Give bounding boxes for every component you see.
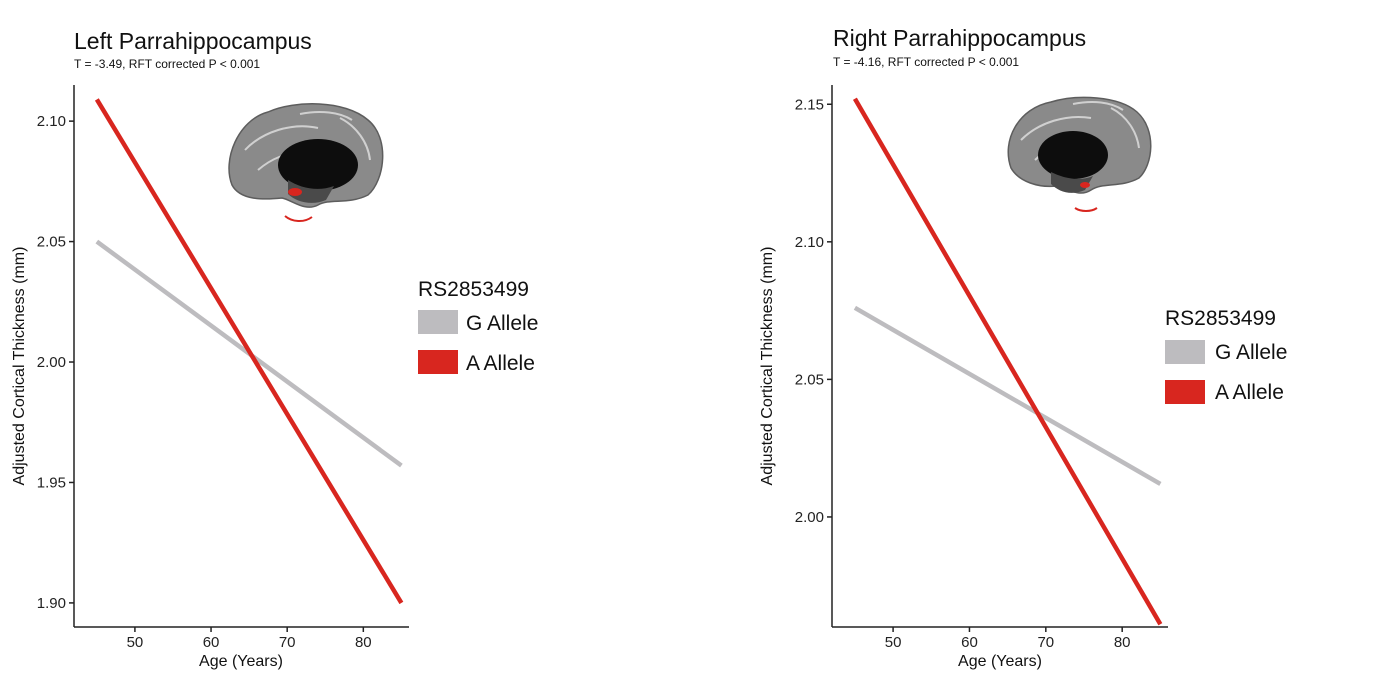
chart-title: Right Parrahippocampus <box>833 25 1086 51</box>
y-tick-label: 2.10 <box>37 113 66 130</box>
legend-title: RS2853499 <box>418 278 529 301</box>
y-tick-label: 2.15 <box>795 96 824 113</box>
x-tick-label: 60 <box>961 634 978 651</box>
chart-subtitle: T = -3.49, RFT corrected P < 0.001 <box>74 57 260 71</box>
x-tick-label: 50 <box>127 634 144 651</box>
brain-image <box>228 103 384 222</box>
chart-title: Left Parrahippocampus <box>74 28 312 54</box>
chart-left-svg: Left Parrahippocampus T = -3.49, RFT cor… <box>11 28 538 670</box>
x-axis-label: Age (Years) <box>958 653 1042 670</box>
legend-swatch <box>418 310 458 334</box>
legend-label: G Allele <box>1215 341 1287 364</box>
y-tick-label: 2.05 <box>795 371 824 388</box>
y-tick-label: 2.00 <box>795 509 824 526</box>
legend: RS2853499 G Allele A Allele <box>418 278 538 375</box>
legend-title: RS2853499 <box>1165 307 1276 330</box>
y-tick-label: 1.95 <box>37 474 66 491</box>
series-line-a-allele <box>94 98 404 605</box>
y-axis-label: Adjusted Cortical Thickness (mm) <box>759 247 776 486</box>
y-axis-label: Adjusted Cortical Thickness (mm) <box>11 247 28 486</box>
y-tick-label: 2.05 <box>37 234 66 251</box>
legend-swatch <box>1165 380 1205 404</box>
legend-label: A Allele <box>466 352 535 375</box>
x-tick-label: 70 <box>1037 634 1054 651</box>
y-tick-label: 1.90 <box>37 595 66 612</box>
plot-area: 50 60 70 80 1.90 1.95 2.00 2.05 2.10 <box>37 85 409 651</box>
chart-right-svg: Right Parrahippocampus T = -4.16, RFT co… <box>759 25 1287 670</box>
series-line-g-allele <box>853 305 1162 486</box>
plot-area: 50 60 70 80 2.00 2.05 2.10 2.15 <box>795 85 1168 651</box>
chart-subtitle: T = -4.16, RFT corrected P < 0.001 <box>833 55 1019 69</box>
y-tick-label: 2.10 <box>795 234 824 251</box>
x-tick-label: 60 <box>203 634 220 651</box>
legend-swatch <box>418 350 458 374</box>
x-tick-label: 80 <box>355 634 372 651</box>
x-axis-label: Age (Years) <box>199 653 283 670</box>
brain-image <box>1007 96 1152 212</box>
chart-panel-right: Right Parrahippocampus T = -4.16, RFT co… <box>689 0 1378 699</box>
legend-swatch <box>1165 340 1205 364</box>
legend-label: G Allele <box>466 312 538 335</box>
y-tick-label: 2.00 <box>37 354 66 371</box>
series-line-a-allele <box>852 97 1163 626</box>
legend-label: A Allele <box>1215 381 1284 404</box>
x-tick-label: 80 <box>1114 634 1131 651</box>
x-tick-label: 70 <box>279 634 296 651</box>
x-tick-label: 50 <box>885 634 902 651</box>
chart-panel-left: Left Parrahippocampus T = -3.49, RFT cor… <box>0 0 689 699</box>
legend: RS2853499 G Allele A Allele <box>1165 307 1287 404</box>
